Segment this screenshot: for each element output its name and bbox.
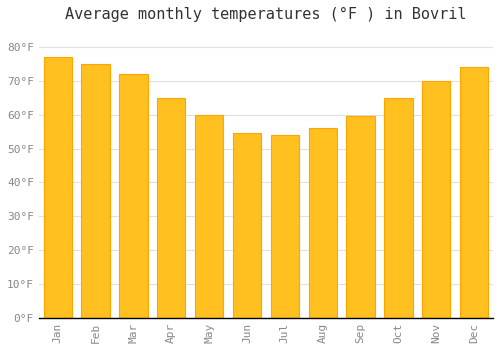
Bar [308,128,337,318]
Bar [460,67,488,318]
Bar [346,117,375,318]
Bar [233,133,261,318]
Bar [195,115,224,318]
Bar [157,98,186,318]
Bar [44,57,72,318]
Bar [119,74,148,318]
Bar [384,98,412,318]
Bar [270,135,299,318]
Title: Average monthly temperatures (°F ) in Bovril: Average monthly temperatures (°F ) in Bo… [65,7,466,22]
Bar [82,64,110,318]
Bar [422,81,450,318]
